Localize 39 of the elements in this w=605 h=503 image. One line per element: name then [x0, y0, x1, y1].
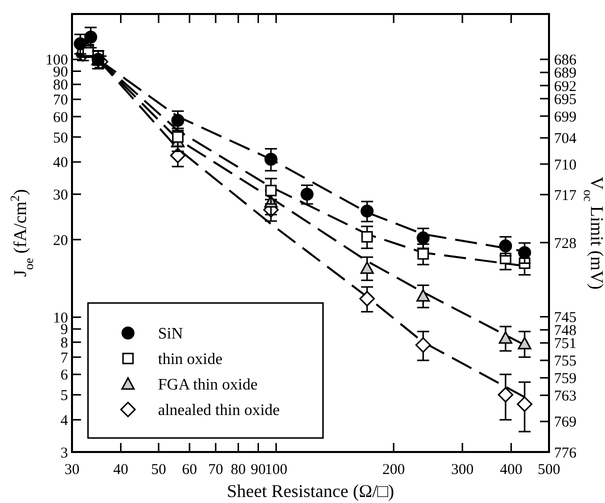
x-tick-label: 70	[208, 462, 224, 478]
legend-label: FGA thin oxide	[158, 376, 258, 394]
y2-tick-label: 717	[554, 188, 577, 204]
y-tick-label: 50	[53, 130, 68, 146]
x-tick-label: 60	[182, 462, 198, 478]
y-tick-label: 90	[53, 64, 68, 80]
x-tick-label: 40	[113, 462, 128, 478]
y2-tick-label: 763	[554, 388, 576, 405]
y-tick-label: 20	[53, 232, 68, 249]
y-tick-label: 7	[60, 350, 68, 366]
x-tick-label: 200	[382, 462, 405, 478]
y2-tick-label: 776	[554, 445, 577, 462]
y2-tick-label: 699	[554, 109, 576, 126]
y-tick-label: 40	[53, 155, 68, 172]
y-tick-label: 60	[53, 110, 68, 126]
y-tick-label: 30	[53, 187, 68, 204]
x-tick-label: 500	[538, 462, 560, 478]
y2-tick-label: 769	[554, 414, 576, 431]
legend-label: thin oxide	[158, 351, 222, 368]
y-tick-label: 5	[60, 388, 68, 404]
x-axis-title: Sheet Resistance (Ω/□)	[226, 481, 394, 501]
x-tick-label: 80	[230, 462, 246, 478]
y-tick-label: 80	[53, 78, 68, 94]
x-tick-label: 50	[151, 462, 166, 478]
x-tick-label: 400	[500, 462, 522, 478]
y2-tick-label: 755	[554, 354, 576, 370]
y2-tick-label: 759	[554, 371, 576, 388]
legend-label: alnealed thin oxide	[158, 402, 280, 420]
y-tick-label: 6	[60, 368, 68, 384]
y2-tick-label: 728	[554, 236, 576, 252]
y-tick-label: 3	[60, 445, 68, 462]
y-tick-label: 70	[53, 92, 68, 109]
y2-tick-label: 704	[554, 131, 577, 148]
x-tick-label: 90	[250, 462, 266, 478]
y2-tick-label: 710	[554, 157, 576, 174]
x-tick-label: 300	[451, 462, 474, 478]
x-tick-label: 100	[264, 462, 288, 478]
legend-label: SiN	[158, 326, 184, 343]
y-tick-label: 4	[60, 413, 68, 430]
